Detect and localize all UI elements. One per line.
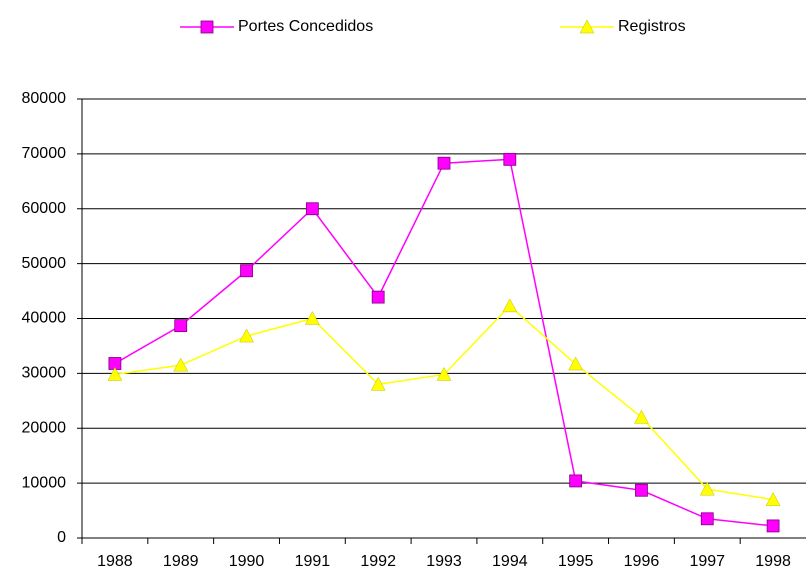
point bbox=[173, 357, 189, 372]
x-tick-label: 1995 bbox=[558, 553, 594, 570]
point bbox=[634, 409, 649, 424]
x-tick-label: 1996 bbox=[624, 553, 660, 570]
legend-label: Registros bbox=[618, 18, 686, 35]
point bbox=[765, 492, 781, 506]
series-line bbox=[114, 158, 774, 527]
point bbox=[174, 319, 188, 333]
x-tick-label: 1997 bbox=[689, 553, 725, 570]
x-tick-label: 1989 bbox=[163, 553, 199, 570]
x-tick-label: 1994 bbox=[492, 553, 528, 570]
point bbox=[240, 264, 253, 278]
point bbox=[370, 376, 386, 391]
y-tick-label: 40000 bbox=[22, 310, 67, 327]
x-tick-label: 1992 bbox=[360, 553, 396, 570]
series-line bbox=[114, 304, 774, 501]
point bbox=[107, 366, 123, 381]
x-tick-label: 1991 bbox=[295, 553, 331, 570]
point bbox=[503, 152, 517, 166]
y-tick-label: 50000 bbox=[22, 255, 67, 272]
legend-marker bbox=[579, 19, 595, 34]
y-tick-label: 10000 bbox=[22, 474, 67, 491]
y-tick-label: 30000 bbox=[22, 365, 67, 382]
x-tick-label: 1990 bbox=[229, 553, 265, 570]
point bbox=[239, 328, 254, 343]
point bbox=[700, 512, 714, 526]
point bbox=[766, 519, 780, 533]
point bbox=[371, 290, 385, 304]
y-tick-label: 0 bbox=[57, 529, 66, 546]
legend-marker bbox=[200, 20, 214, 34]
point bbox=[635, 483, 648, 497]
y-tick-label: 60000 bbox=[22, 200, 67, 217]
y-tick-label: 70000 bbox=[22, 145, 67, 162]
x-tick-label: 1988 bbox=[97, 553, 133, 570]
point bbox=[569, 474, 583, 488]
x-tick-label: 1993 bbox=[426, 553, 462, 570]
point bbox=[436, 366, 452, 381]
x-tick-label: 1998 bbox=[755, 553, 791, 570]
point bbox=[304, 310, 320, 325]
legend-label: Portes Concedidos bbox=[238, 18, 373, 35]
point bbox=[305, 202, 319, 216]
y-tick-label: 20000 bbox=[22, 419, 67, 436]
y-tick-label: 80000 bbox=[22, 90, 67, 107]
point bbox=[568, 356, 584, 371]
point bbox=[437, 156, 451, 170]
point bbox=[502, 298, 518, 313]
point bbox=[699, 481, 715, 496]
